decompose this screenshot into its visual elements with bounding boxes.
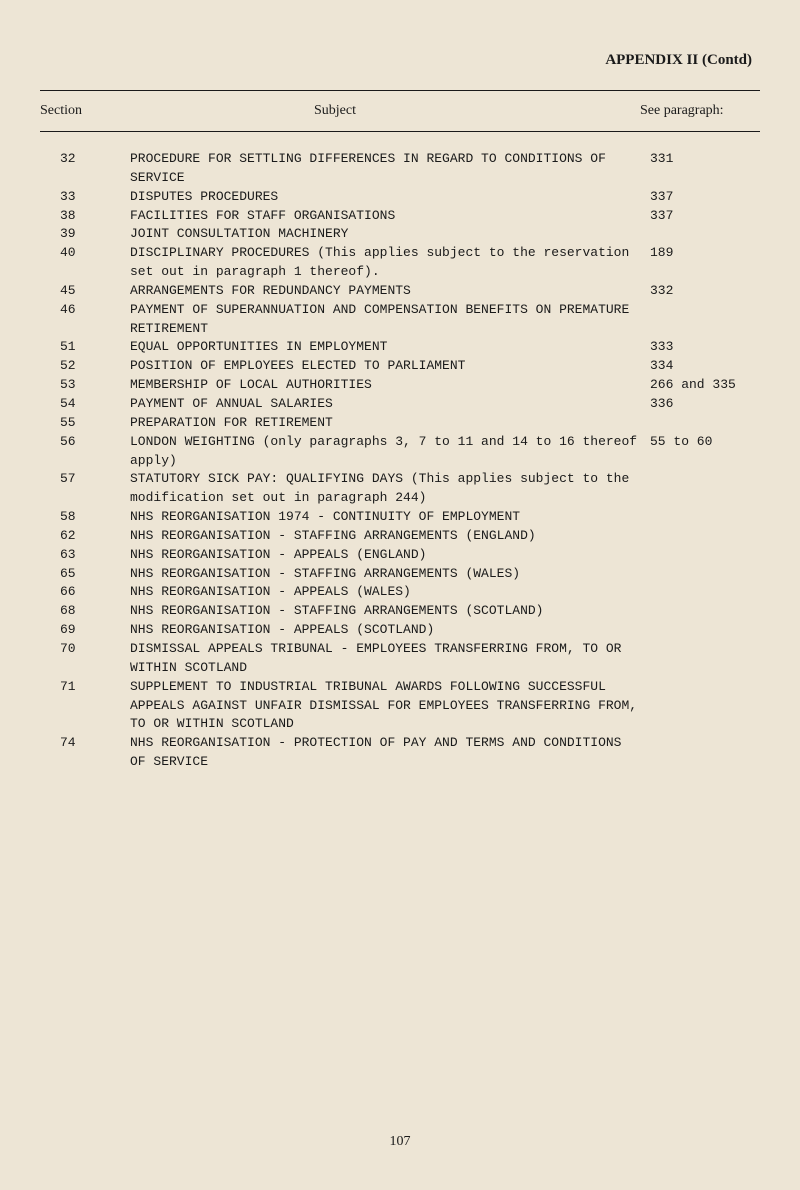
- cell-section: 46: [40, 301, 130, 320]
- mid-divider: [40, 131, 760, 132]
- header-paragraph: See paragraph:: [640, 101, 760, 121]
- cell-paragraph: 266 and 335: [650, 376, 760, 395]
- cell-subject: NHS REORGANISATION - PROTECTION OF PAY A…: [130, 734, 650, 772]
- table-row: 54PAYMENT OF ANNUAL SALARIES336: [40, 395, 760, 414]
- table-row: 40DISCIPLINARY PROCEDURES (This applies …: [40, 244, 760, 282]
- cell-section: 52: [40, 357, 130, 376]
- cell-paragraph: 331: [650, 150, 760, 169]
- table-row: 62NHS REORGANISATION - STAFFING ARRANGEM…: [40, 527, 760, 546]
- cell-section: 66: [40, 583, 130, 602]
- content-table: 32PROCEDURE FOR SETTLING DIFFERENCES IN …: [40, 150, 760, 772]
- cell-section: 51: [40, 338, 130, 357]
- cell-subject: NHS REORGANISATION - STAFFING ARRANGEMEN…: [130, 602, 650, 621]
- appendix-header: APPENDIX II (Contd): [40, 50, 760, 72]
- cell-section: 40: [40, 244, 130, 263]
- cell-subject: SUPPLEMENT TO INDUSTRIAL TRIBUNAL AWARDS…: [130, 678, 650, 735]
- table-row: 52POSITION OF EMPLOYEES ELECTED TO PARLI…: [40, 357, 760, 376]
- cell-section: 45: [40, 282, 130, 301]
- cell-subject: MEMBERSHIP OF LOCAL AUTHORITIES: [130, 376, 650, 395]
- cell-subject: FACILITIES FOR STAFF ORGANISATIONS: [130, 207, 650, 226]
- cell-section: 71: [40, 678, 130, 697]
- cell-section: 69: [40, 621, 130, 640]
- cell-subject: NHS REORGANISATION 1974 - CONTINUITY OF …: [130, 508, 650, 527]
- cell-paragraph: 337: [650, 207, 760, 226]
- cell-section: 70: [40, 640, 130, 659]
- table-row: 45ARRANGEMENTS FOR REDUNDANCY PAYMENTS33…: [40, 282, 760, 301]
- cell-subject: NHS REORGANISATION - APPEALS (WALES): [130, 583, 650, 602]
- cell-section: 58: [40, 508, 130, 527]
- table-header-row: Section Subject See paragraph:: [40, 91, 760, 131]
- table-row: 71SUPPLEMENT TO INDUSTRIAL TRIBUNAL AWAR…: [40, 678, 760, 735]
- cell-section: 54: [40, 395, 130, 414]
- table-row: 53MEMBERSHIP OF LOCAL AUTHORITIES266 and…: [40, 376, 760, 395]
- cell-subject: EQUAL OPPORTUNITIES IN EMPLOYMENT: [130, 338, 650, 357]
- cell-subject: NHS REORGANISATION - APPEALS (ENGLAND): [130, 546, 650, 565]
- cell-subject: NHS REORGANISATION - STAFFING ARRANGEMEN…: [130, 565, 650, 584]
- cell-subject: ARRANGEMENTS FOR REDUNDANCY PAYMENTS: [130, 282, 650, 301]
- cell-subject: PAYMENT OF ANNUAL SALARIES: [130, 395, 650, 414]
- cell-subject: NHS REORGANISATION - STAFFING ARRANGEMEN…: [130, 527, 650, 546]
- table-row: 39JOINT CONSULTATION MACHINERY: [40, 225, 760, 244]
- cell-paragraph: 337: [650, 188, 760, 207]
- table-row: 65NHS REORGANISATION - STAFFING ARRANGEM…: [40, 565, 760, 584]
- cell-section: 33: [40, 188, 130, 207]
- cell-paragraph: 55 to 60: [650, 433, 760, 452]
- cell-section: 56: [40, 433, 130, 452]
- cell-section: 57: [40, 470, 130, 489]
- table-row: 55PREPARATION FOR RETIREMENT: [40, 414, 760, 433]
- cell-subject: LONDON WEIGHTING (only paragraphs 3, 7 t…: [130, 433, 650, 471]
- cell-paragraph: 332: [650, 282, 760, 301]
- table-row: 68NHS REORGANISATION - STAFFING ARRANGEM…: [40, 602, 760, 621]
- cell-section: 32: [40, 150, 130, 169]
- table-row: 38FACILITIES FOR STAFF ORGANISATIONS337: [40, 207, 760, 226]
- cell-section: 55: [40, 414, 130, 433]
- cell-section: 68: [40, 602, 130, 621]
- table-row: 46PAYMENT OF SUPERANNUATION AND COMPENSA…: [40, 301, 760, 339]
- cell-section: 53: [40, 376, 130, 395]
- table-row: 51EQUAL OPPORTUNITIES IN EMPLOYMENT333: [40, 338, 760, 357]
- cell-paragraph: 189: [650, 244, 760, 263]
- table-row: 58NHS REORGANISATION 1974 - CONTINUITY O…: [40, 508, 760, 527]
- cell-subject: POSITION OF EMPLOYEES ELECTED TO PARLIAM…: [130, 357, 650, 376]
- cell-subject: STATUTORY SICK PAY: QUALIFYING DAYS (Thi…: [130, 470, 650, 508]
- cell-subject: PREPARATION FOR RETIREMENT: [130, 414, 650, 433]
- cell-paragraph: 336: [650, 395, 760, 414]
- table-row: 32PROCEDURE FOR SETTLING DIFFERENCES IN …: [40, 150, 760, 188]
- cell-section: 38: [40, 207, 130, 226]
- table-row: 33DISPUTES PROCEDURES337: [40, 188, 760, 207]
- cell-subject: PAYMENT OF SUPERANNUATION AND COMPENSATI…: [130, 301, 650, 339]
- page-number: 107: [0, 1132, 800, 1152]
- table-row: 70DISMISSAL APPEALS TRIBUNAL - EMPLOYEES…: [40, 640, 760, 678]
- cell-section: 39: [40, 225, 130, 244]
- table-row: 56LONDON WEIGHTING (only paragraphs 3, 7…: [40, 433, 760, 471]
- header-subject: Subject: [130, 101, 640, 121]
- cell-paragraph: 334: [650, 357, 760, 376]
- cell-section: 62: [40, 527, 130, 546]
- table-row: 63NHS REORGANISATION - APPEALS (ENGLAND): [40, 546, 760, 565]
- header-section: Section: [40, 101, 130, 121]
- cell-subject: PROCEDURE FOR SETTLING DIFFERENCES IN RE…: [130, 150, 650, 188]
- cell-subject: DISPUTES PROCEDURES: [130, 188, 650, 207]
- cell-subject: DISMISSAL APPEALS TRIBUNAL - EMPLOYEES T…: [130, 640, 650, 678]
- table-row: 57STATUTORY SICK PAY: QUALIFYING DAYS (T…: [40, 470, 760, 508]
- cell-section: 63: [40, 546, 130, 565]
- cell-subject: DISCIPLINARY PROCEDURES (This applies su…: [130, 244, 650, 282]
- cell-paragraph: 333: [650, 338, 760, 357]
- cell-subject: JOINT CONSULTATION MACHINERY: [130, 225, 650, 244]
- table-row: 74NHS REORGANISATION - PROTECTION OF PAY…: [40, 734, 760, 772]
- table-row: 66NHS REORGANISATION - APPEALS (WALES): [40, 583, 760, 602]
- cell-section: 74: [40, 734, 130, 753]
- cell-subject: NHS REORGANISATION - APPEALS (SCOTLAND): [130, 621, 650, 640]
- table-row: 69NHS REORGANISATION - APPEALS (SCOTLAND…: [40, 621, 760, 640]
- cell-section: 65: [40, 565, 130, 584]
